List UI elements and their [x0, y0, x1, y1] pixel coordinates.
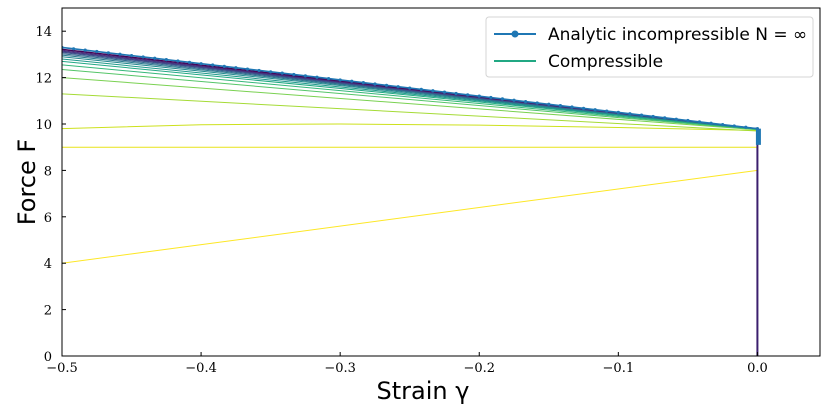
- analytic-series-point: [744, 125, 748, 129]
- analytic-series-point: [373, 82, 377, 86]
- x-axis-title: Strain γ: [377, 377, 470, 405]
- analytic-series-point: [129, 53, 134, 58]
- y-tick-label: 12: [35, 72, 52, 87]
- analytic-series-point: [106, 51, 110, 55]
- analytic-series-point: [280, 71, 284, 75]
- analytic-series-point: [616, 110, 620, 114]
- analytic-series-point: [408, 86, 412, 90]
- analytic-series-point: [697, 120, 702, 124]
- compressible-series-line: [62, 64, 758, 130]
- y-tick-label: 0: [44, 350, 52, 365]
- analytic-series-point: [419, 87, 423, 91]
- y-tick-label: 4: [44, 257, 52, 272]
- analytic-series-point: [71, 47, 76, 51]
- analytic-series-point: [303, 74, 307, 78]
- analytic-series-point: [118, 52, 122, 56]
- x-tick-label: −0.2: [463, 361, 495, 376]
- y-tick-label: 6: [44, 211, 52, 226]
- analytic-series-point: [234, 66, 238, 70]
- analytic-series-point: [396, 85, 400, 89]
- compressible-series-line: [62, 169, 758, 264]
- analytic-series-point: [292, 72, 296, 77]
- x-tick-label: −0.1: [603, 361, 635, 376]
- analytic-series-point: [593, 108, 597, 112]
- x-tick-label: 0.0: [747, 361, 768, 376]
- analytic-series-point: [326, 76, 331, 81]
- analytic-series-point: [570, 105, 574, 109]
- analytic-series-point: [639, 113, 644, 117]
- analytic-series-point: [605, 109, 609, 113]
- analytic-series-point: [477, 94, 481, 98]
- analytic-series-point: [686, 118, 690, 123]
- plot-frame: [61, 7, 821, 357]
- analytic-series-point: [350, 79, 354, 83]
- analytic-series-point: [500, 97, 505, 101]
- analytic-series-point: [361, 81, 365, 85]
- analytic-series-point: [732, 124, 736, 128]
- legend-marker: [511, 30, 519, 38]
- analytic-series-point: [141, 55, 145, 59]
- analytic-series-point: [454, 91, 458, 96]
- analytic-series-point: [547, 102, 551, 106]
- analytic-series-point: [83, 48, 87, 52]
- analytic-series-point: [257, 68, 261, 73]
- compressible-series-line: [62, 60, 758, 130]
- analytic-series-point: [269, 70, 273, 74]
- compressible-series-line: [62, 123, 758, 131]
- legend-label: Analytic incompressible N = ∞: [548, 25, 807, 45]
- analytic-series-point: [535, 101, 539, 105]
- analytic-series-point: [721, 122, 725, 127]
- analytic-series-point: [628, 112, 632, 116]
- x-tick-label: −0.5: [46, 361, 78, 376]
- y-tick-label: 2: [44, 304, 52, 319]
- analytic-series-point: [245, 67, 250, 71]
- compressible-series-line: [62, 77, 758, 131]
- analytic-series-point: [674, 117, 678, 121]
- analytic-series-point: [524, 99, 528, 104]
- analytic-series-point: [222, 64, 226, 68]
- y-tick-label: 8: [44, 164, 52, 179]
- analytic-series-point: [558, 104, 562, 108]
- analytic-series-point: [95, 49, 99, 54]
- analytic-series-point: [489, 95, 493, 100]
- analytic-series-point: [199, 62, 203, 66]
- legend-box: [485, 16, 814, 78]
- analytic-series-point: [211, 63, 215, 67]
- analytic-series-point: [512, 98, 516, 102]
- analytic-series-point: [709, 121, 713, 125]
- analytic-series-point: [431, 89, 435, 93]
- y-tick-label: 10: [35, 118, 52, 133]
- analytic-series-point: [153, 56, 157, 60]
- x-tick-label: −0.4: [185, 361, 217, 376]
- analytic-series-point: [581, 106, 586, 110]
- analytic-series-point: [187, 60, 192, 64]
- compressible-series-line: [62, 93, 758, 132]
- legend-label: Compressible: [548, 52, 663, 72]
- analytic-series-point: [176, 59, 180, 63]
- compressible-series-line: [62, 68, 758, 131]
- analytic-series-point: [315, 75, 319, 79]
- x-tick-label: −0.3: [324, 361, 356, 376]
- analytic-series-point: [338, 78, 342, 82]
- analytic-series-point: [164, 58, 168, 62]
- y-axis-title: Force F: [13, 139, 41, 225]
- y-tick-label: 14: [35, 25, 52, 40]
- analytic-series-point: [663, 116, 667, 120]
- analytic-series-point: [442, 90, 447, 94]
- analytic-series-point: [384, 83, 389, 87]
- analytic-series-point: [466, 93, 470, 97]
- analytic-series-point: [651, 114, 655, 119]
